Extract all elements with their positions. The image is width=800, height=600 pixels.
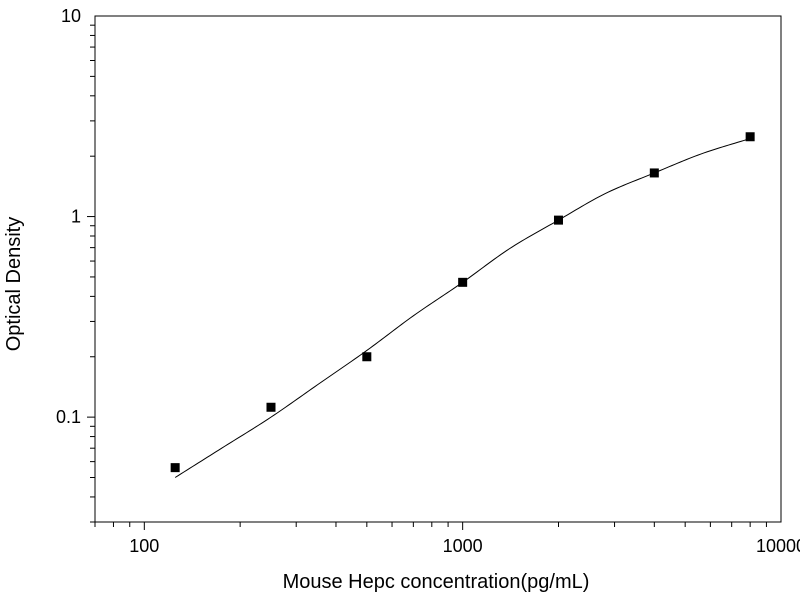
data-points [170, 132, 755, 473]
y-tick-label: 1 [71, 207, 81, 227]
data-point [649, 168, 659, 178]
plot-frame [94, 15, 782, 523]
y-axis: 0.1 1 10 [56, 6, 95, 523]
data-point [266, 402, 276, 412]
x-axis-title: Mouse Hepc concentration(pg/mL) [283, 571, 590, 593]
x-tick-label: 1000 [443, 536, 483, 556]
y-axis-title: Optical Density [3, 217, 25, 352]
data-point [362, 352, 372, 362]
y-tick-label: 0.1 [56, 407, 81, 427]
data-point [553, 215, 563, 225]
x-tick-label: 100 [129, 536, 159, 556]
data-point [170, 463, 180, 473]
fit-curve [174, 138, 751, 478]
data-point [745, 132, 755, 142]
y-tick-label: 10 [61, 6, 81, 26]
data-point [458, 277, 468, 287]
